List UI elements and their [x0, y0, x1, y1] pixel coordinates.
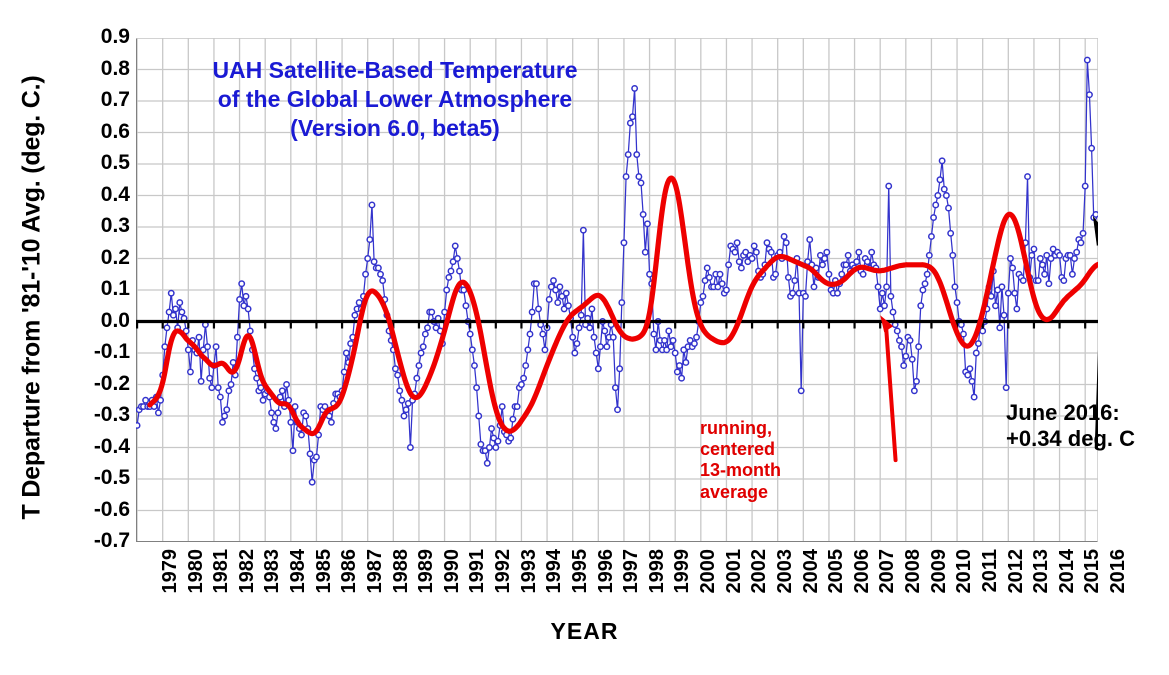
chart-title-line-1: UAH Satellite-Based Temperature	[212, 57, 578, 83]
x-tick-label: 1987	[363, 549, 386, 594]
june-2016-annotation: June 2016: +0.34 deg. C	[1006, 400, 1169, 453]
y-tick-label: 0.1	[100, 277, 130, 300]
june-2016-leader-arrow	[1092, 216, 1098, 450]
x-tick-label: 2009	[927, 549, 950, 594]
x-tick-label: 2005	[825, 549, 848, 594]
y-tick-label: -0.5	[93, 466, 130, 489]
x-tick-label: 1985	[312, 549, 335, 594]
y-axis-tick-labels: 0.9 0.8 0.7 0.6 0.5 0.4 0.3 0.2 0.1 0.0 -0.1 -0.2 -0…	[48, 0, 130, 675]
plot-area	[136, 38, 1098, 542]
gridlines	[136, 38, 1098, 542]
x-axis-title: YEAR	[550, 618, 619, 644]
y-tick-label: 0.4	[100, 182, 130, 206]
x-tick-label: 1997	[620, 549, 643, 594]
x-tick-label: 1989	[415, 549, 438, 594]
x-tick-label: 2008	[902, 549, 924, 594]
chart-title-line-3: (Version 6.0, beta5)	[290, 114, 500, 141]
y-tick-label: 0.5	[100, 151, 130, 174]
x-tick-label: 1996	[594, 549, 617, 594]
y-tick-label: 0.7	[100, 88, 130, 111]
y-tick-label: 0.6	[100, 119, 130, 143]
x-tick-label: 1991	[466, 549, 489, 594]
y-tick-label: -0.4	[93, 434, 130, 458]
x-tick-label: 2014	[1055, 549, 1078, 594]
running-average-leader-arrow	[880, 315, 898, 463]
y-tick-label: 0.0	[100, 308, 130, 332]
x-tick-label: 1982	[235, 549, 258, 594]
y-tick-label: 0.3	[100, 214, 130, 237]
x-tick-label: 1994	[543, 549, 566, 594]
y-tick-label: -0.1	[93, 340, 130, 363]
running-annotation-line-3: 13-month	[700, 460, 781, 481]
june-annotation-line-2: +0.34 deg. C	[1006, 426, 1136, 452]
x-tick-label: 1984	[287, 549, 309, 594]
x-tick-label: 1988	[389, 549, 412, 594]
y-tick-label: -0.3	[93, 403, 130, 426]
x-tick-label: 1999	[671, 549, 694, 594]
zero-line-tick-marks	[136, 321, 1087, 329]
running-average-annotation: running, centered 13-month average	[700, 418, 830, 503]
x-tick-label: 1990	[440, 549, 463, 594]
x-tick-label: 2000	[697, 549, 719, 594]
x-tick-label: 1980	[184, 549, 207, 594]
y-tick-label: -0.2	[93, 371, 130, 395]
x-tick-label: 1992	[492, 549, 514, 594]
x-tick-label: 1993	[517, 549, 540, 594]
x-tick-label: 2011	[978, 549, 1001, 593]
x-tick-label: 1981	[210, 549, 233, 594]
x-tick-label: 1986	[338, 549, 361, 594]
running-annotation-line-2: centered	[700, 439, 776, 460]
x-tick-label: 2001	[722, 549, 745, 594]
y-tick-label: 0.8	[100, 56, 130, 80]
chart-title: UAH Satellite-Based Temperature of the G…	[160, 56, 630, 142]
june-annotation-line-1: June 2016:	[1006, 400, 1120, 425]
running-annotation-line-4: average	[700, 481, 769, 502]
x-tick-label: 2010	[953, 549, 976, 594]
x-tick-label: 2006	[850, 549, 873, 594]
x-tick-label: 2015	[1081, 549, 1104, 594]
x-tick-label: 1998	[645, 549, 668, 594]
monthly-anomaly-markers	[136, 56, 1098, 486]
x-tick-label: 2003	[773, 549, 796, 594]
x-tick-label: 2007	[876, 549, 899, 594]
x-tick-label: 1979	[158, 549, 181, 594]
x-tick-label: 2004	[799, 549, 822, 594]
x-tick-label: 2012	[1004, 549, 1027, 594]
y-tick-label: 0.2	[100, 245, 130, 269]
y-tick-label: 0.9	[100, 25, 130, 48]
chart-title-line-2: of the Global Lower Atmosphere	[217, 85, 573, 112]
x-tick-label: 1995	[568, 549, 591, 594]
x-tick-label: 2013	[1030, 549, 1053, 594]
chart-svg	[136, 38, 1098, 542]
x-tick-label: 2002	[748, 549, 771, 594]
y-tick-label: -0.6	[93, 497, 130, 521]
running-average-line	[147, 175, 1098, 437]
y-tick-label: -0.7	[93, 529, 130, 552]
x-tick-label: 2016	[1107, 549, 1129, 594]
running-annotation-line-1: running,	[700, 418, 772, 438]
x-tick-label: 1983	[261, 549, 284, 594]
